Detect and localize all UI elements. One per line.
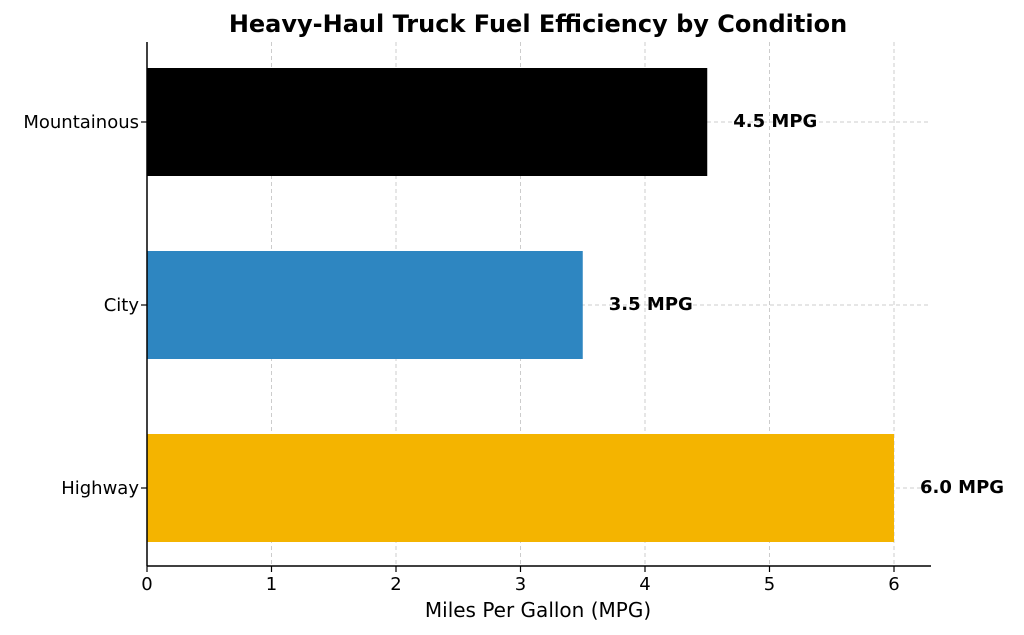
bars [147,68,894,542]
x-axis-title: Miles Per Gallon (MPG) [425,598,651,622]
x-tick-label: 5 [764,574,775,595]
data-labels: 4.5 MPG 3.5 MPG 6.0 MPG [609,111,1004,498]
bar-city [147,251,583,359]
bar-mountainous [147,68,708,176]
x-tick-label: 2 [390,574,401,595]
y-tick-label: Highway [61,478,139,499]
x-tick-label: 4 [639,574,650,595]
x-tick-label: 6 [888,574,899,595]
data-label: 3.5 MPG [609,294,693,315]
chart-title: Heavy-Haul Truck Fuel Efficiency by Cond… [229,10,847,38]
x-tick-label: 3 [515,574,526,595]
data-label: 6.0 MPG [920,477,1004,498]
bar-highway [147,434,894,542]
y-tick-label: City [104,295,140,316]
x-tick-label: 1 [266,574,277,595]
data-label: 4.5 MPG [733,111,817,132]
axes: 0 1 2 3 4 5 6 Mountainous City Highway [23,42,931,595]
x-tick-label: 0 [141,574,152,595]
y-tick-label: Mountainous [23,112,139,133]
